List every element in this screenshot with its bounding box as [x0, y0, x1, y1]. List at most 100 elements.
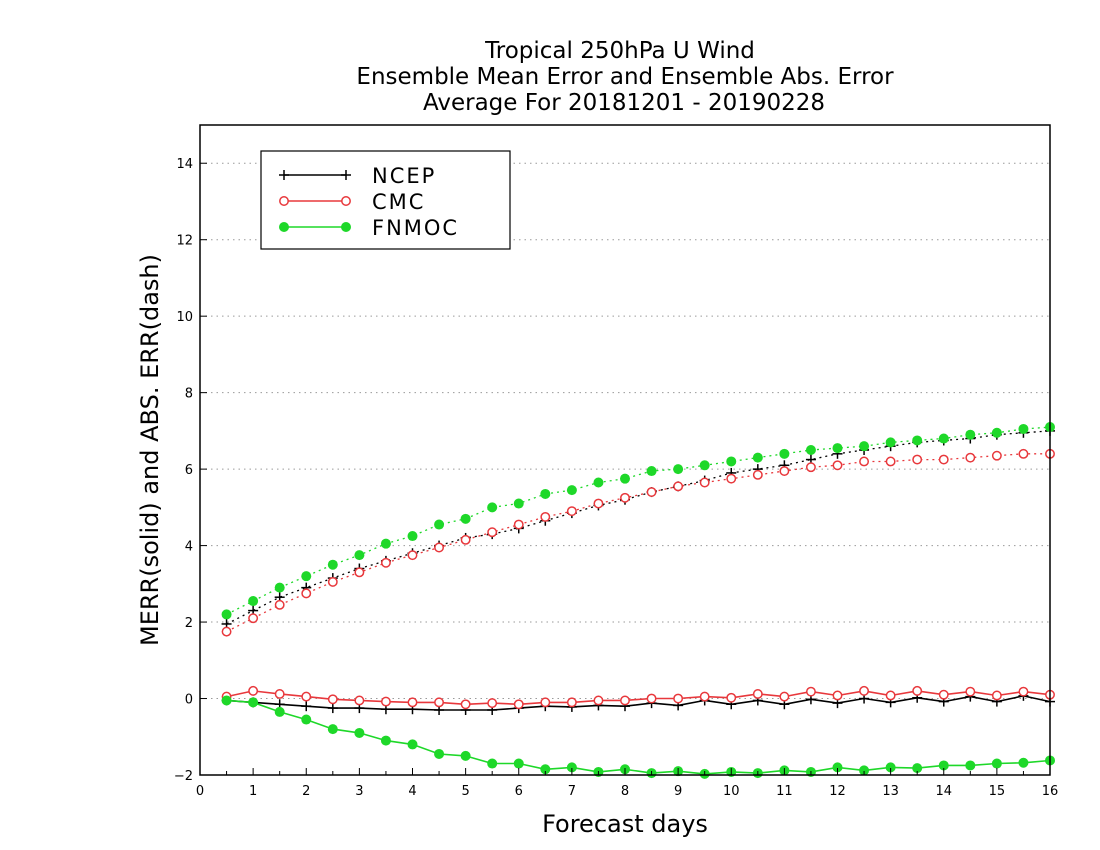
fnmoc-abs-err-point-27 [938, 433, 949, 444]
fnmoc-merr-point-7 [407, 739, 418, 750]
fnmoc-abs-err-point-11 [513, 498, 524, 509]
legend-entry-cmc: CMC [279, 190, 425, 214]
x-tick-label-9: 9 [674, 784, 682, 799]
cmc-merr-point-5 [354, 695, 365, 706]
cmc-merr-point-21 [779, 691, 790, 702]
ncep-merr-line [226, 695, 1051, 711]
cmc-abs-err-point-29 [991, 450, 1002, 461]
ncep-abs-err-line [226, 430, 1051, 625]
cmc-abs-err-point-15 [620, 492, 630, 503]
cmc-abs-err-point-25 [885, 456, 896, 467]
cmc-merr-line [226, 690, 1051, 706]
legend-marker-right-fnmoc [341, 222, 351, 232]
fnmoc-merr-point-9 [460, 750, 471, 761]
legend-marker-left-cmc [279, 196, 289, 206]
cmc-abs-err-point-22 [805, 462, 816, 473]
fnmoc-merr-line [226, 699, 1051, 775]
fnmoc-abs-err-point-10 [487, 502, 498, 513]
fnmoc-abs-err-line [226, 426, 1051, 615]
fnmoc-abs-err-point-9 [460, 513, 471, 524]
y-tick-label-3: 4 [185, 540, 193, 555]
cmc-merr-point-22 [805, 686, 816, 697]
fnmoc-merr-point-29 [991, 758, 1002, 769]
legend-label-ncep: NCEP [372, 164, 436, 188]
chart-title-line-1: Tropical 250hPa U Wind [484, 38, 755, 64]
fnmoc-merr-point-12 [540, 764, 551, 775]
y-tick-label-1: 0 [185, 693, 193, 708]
fnmoc-merr-point-23 [832, 762, 843, 773]
fnmoc-merr-point-8 [434, 748, 445, 759]
cmc-abs-err-point-30 [1018, 448, 1029, 459]
fnmoc-merr-point-24 [859, 765, 870, 776]
fnmoc-merr-point-13 [566, 762, 577, 773]
fnmoc-abs-err-point-17 [673, 464, 684, 475]
legend-label-cmc: CMC [372, 190, 425, 214]
y-tick-label-0: −2 [174, 769, 193, 784]
y-tick-label-7: 12 [176, 234, 193, 249]
cmc-merr-point-25 [885, 690, 896, 701]
fnmoc-abs-err-point-0 [221, 609, 232, 620]
legend-marker-left-ncep [279, 170, 289, 180]
cmc-merr-point-6 [380, 696, 391, 707]
cmc-merr-point-3 [301, 691, 312, 702]
cmc-merr-point-18 [699, 691, 710, 702]
x-tick-label-11: 11 [776, 784, 793, 799]
y-tick-label-4: 6 [185, 463, 193, 478]
fnmoc-abs-err-point-15 [620, 473, 630, 484]
x-tick-label-16: 16 [1042, 784, 1059, 799]
legend-marker-right-ncep [341, 170, 351, 180]
fnmoc-merr-point-27 [938, 760, 949, 771]
fnmoc-abs-err-point-29 [991, 427, 1002, 438]
x-tick-label-6: 6 [515, 784, 523, 799]
legend-marker-left-fnmoc [279, 222, 289, 232]
x-tick-label-0: 0 [196, 784, 204, 799]
x-tick-label-7: 7 [568, 784, 576, 799]
fnmoc-abs-err-point-18 [699, 460, 710, 471]
legend-label-fnmoc: FNMOC [372, 216, 459, 240]
y-tick-label-6: 10 [176, 310, 193, 325]
cmc-abs-err-point-16 [646, 487, 657, 498]
cmc-abs-err-point-12 [540, 511, 551, 522]
y-tick-label-5: 8 [185, 387, 193, 402]
fnmoc-abs-err-point-3 [301, 571, 312, 582]
legend-marker-right-cmc [341, 196, 351, 206]
cmc-merr-point-20 [752, 688, 763, 699]
fnmoc-merr-point-11 [513, 758, 524, 769]
fnmoc-abs-err-point-26 [912, 435, 923, 446]
fnmoc-abs-err-point-2 [274, 582, 285, 593]
cmc-merr-point-23 [832, 690, 843, 701]
fnmoc-merr-point-28 [965, 760, 976, 771]
cmc-merr-point-8 [434, 697, 445, 708]
x-axis-label: Forecast days [542, 810, 708, 838]
chart-title-line-3: Average For 20181201 - 20190228 [423, 90, 825, 116]
cmc-abs-err-point-17 [673, 481, 684, 492]
cmc-merr-point-10 [487, 698, 498, 709]
cmc-merr-point-27 [938, 689, 949, 700]
fnmoc-abs-err-point-21 [779, 448, 790, 459]
fnmoc-abs-err-point-23 [832, 443, 843, 454]
fnmoc-merr-point-2 [274, 706, 285, 717]
cmc-merr-point-1 [248, 685, 259, 696]
y-tick-label-8: 14 [176, 157, 193, 172]
cmc-abs-err-point-26 [912, 454, 923, 465]
fnmoc-abs-err-point-19 [726, 456, 737, 467]
cmc-abs-err-point-18 [699, 477, 710, 488]
cmc-merr-point-7 [407, 697, 418, 708]
cmc-abs-err-point-0 [221, 626, 232, 637]
fnmoc-abs-err-point-14 [593, 477, 604, 488]
fnmoc-merr-point-0 [221, 695, 232, 706]
cmc-merr-point-15 [620, 695, 630, 706]
cmc-merr-point-30 [1018, 686, 1029, 697]
cmc-abs-err-point-13 [566, 506, 577, 517]
x-axis-ticks: 0 1 2 3 4 5 6 7 8 9 10 11 12 13 14 15 16 [196, 768, 1058, 799]
chart-title-line-2: Ensemble Mean Error and Ensemble Abs. Er… [356, 64, 894, 90]
x-tick-label-5: 5 [461, 784, 469, 799]
fnmoc-abs-err-point-4 [327, 559, 338, 570]
fnmoc-abs-err-point-8 [434, 519, 445, 530]
cmc-abs-err-point-3 [301, 588, 312, 599]
x-tick-label-14: 14 [935, 784, 952, 799]
cmc-merr-point-28 [965, 686, 976, 697]
cmc-abs-err-point-5 [354, 567, 365, 578]
